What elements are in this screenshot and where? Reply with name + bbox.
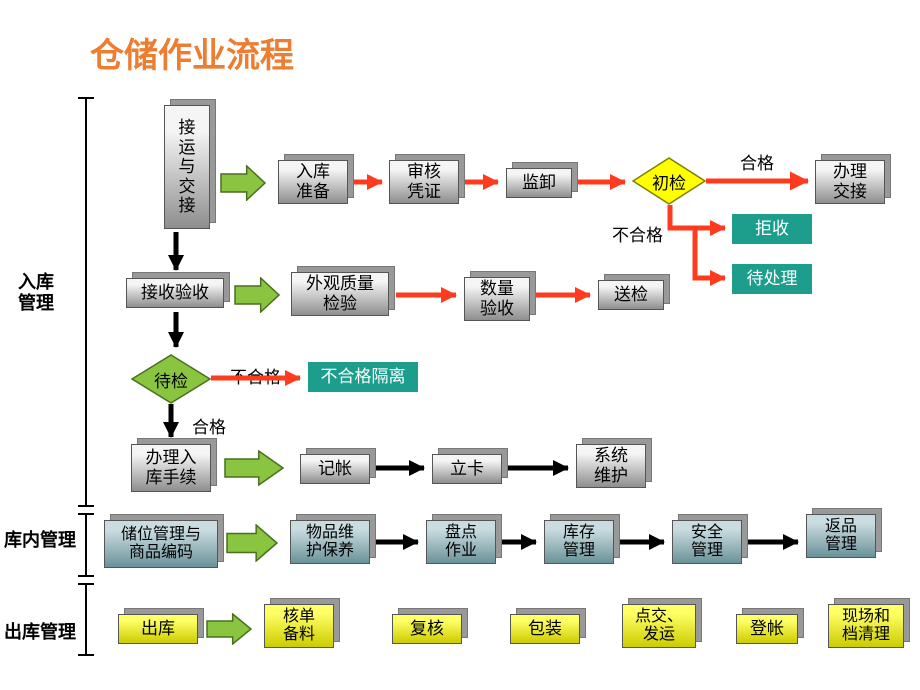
node-fanpin: 返品管理 [806, 514, 876, 558]
node-fuhe: 复核 [392, 614, 462, 644]
section-label: 出库管理 [4, 622, 76, 643]
node-shenhe: 审核凭证 [389, 160, 459, 204]
edge-label: 合格 [740, 149, 774, 174]
node-daijian: 待检 [131, 354, 211, 404]
section-label: 库内管理 [4, 530, 76, 551]
node-geli: 不合格隔离 [308, 362, 418, 392]
diagram-title: 仓储作业流程 [90, 28, 294, 77]
node-dengzhang: 登帐 [736, 614, 798, 644]
node-songjian: 送检 [598, 280, 664, 310]
node-pandian: 盘点作业 [426, 520, 496, 564]
flowchart-canvas: 仓储作业流程入库管理库内管理出库管理合格不合格不合格合格接运与交接入库准备审核凭… [0, 0, 920, 690]
node-waiguan: 外观质量检验 [291, 272, 389, 316]
node-banli: 办理交接 [815, 160, 885, 204]
edge-label: 合格 [192, 413, 226, 438]
node-chuwei: 储位管理与商品编码 [104, 520, 218, 568]
node-jieyun: 接运与交接 [164, 105, 210, 229]
node-chujian: 初检 [632, 157, 706, 205]
node-banlirk: 办理入库手续 [131, 444, 211, 492]
node-ruku_zb: 入库准备 [278, 160, 348, 204]
node-kucun: 库存管理 [544, 520, 614, 564]
node-jieshouys: 接收验收 [126, 278, 224, 308]
node-shuliang: 数量验收 [464, 277, 530, 321]
node-daichuli: 待处理 [732, 264, 812, 294]
node-wupin: 物品维护保养 [290, 520, 370, 564]
block-arrow-icon [226, 524, 278, 562]
node-xianchang: 现场和档清理 [828, 604, 904, 648]
edge-label: 不合格 [230, 363, 281, 388]
node-jizhang: 记帐 [300, 454, 370, 484]
block-arrow-icon [224, 450, 284, 486]
node-xitong: 系统维护 [576, 444, 646, 488]
node-dianjiao: 点交、发运 [622, 604, 696, 648]
node-jushou: 拒收 [732, 214, 812, 244]
node-chuku: 出库 [118, 614, 198, 644]
node-jianxie: 监卸 [506, 168, 572, 198]
connections-layer [0, 0, 920, 690]
section-label: 入库管理 [18, 272, 54, 313]
node-lika: 立卡 [432, 454, 502, 484]
block-arrow-icon [220, 165, 266, 201]
node-hedan: 核单备料 [264, 604, 334, 648]
node-anquan: 安全管理 [672, 520, 742, 564]
node-baozhuang: 包装 [510, 614, 580, 644]
block-arrow-icon [206, 613, 252, 645]
block-arrow-icon [234, 277, 280, 313]
edge-label: 不合格 [612, 221, 663, 246]
